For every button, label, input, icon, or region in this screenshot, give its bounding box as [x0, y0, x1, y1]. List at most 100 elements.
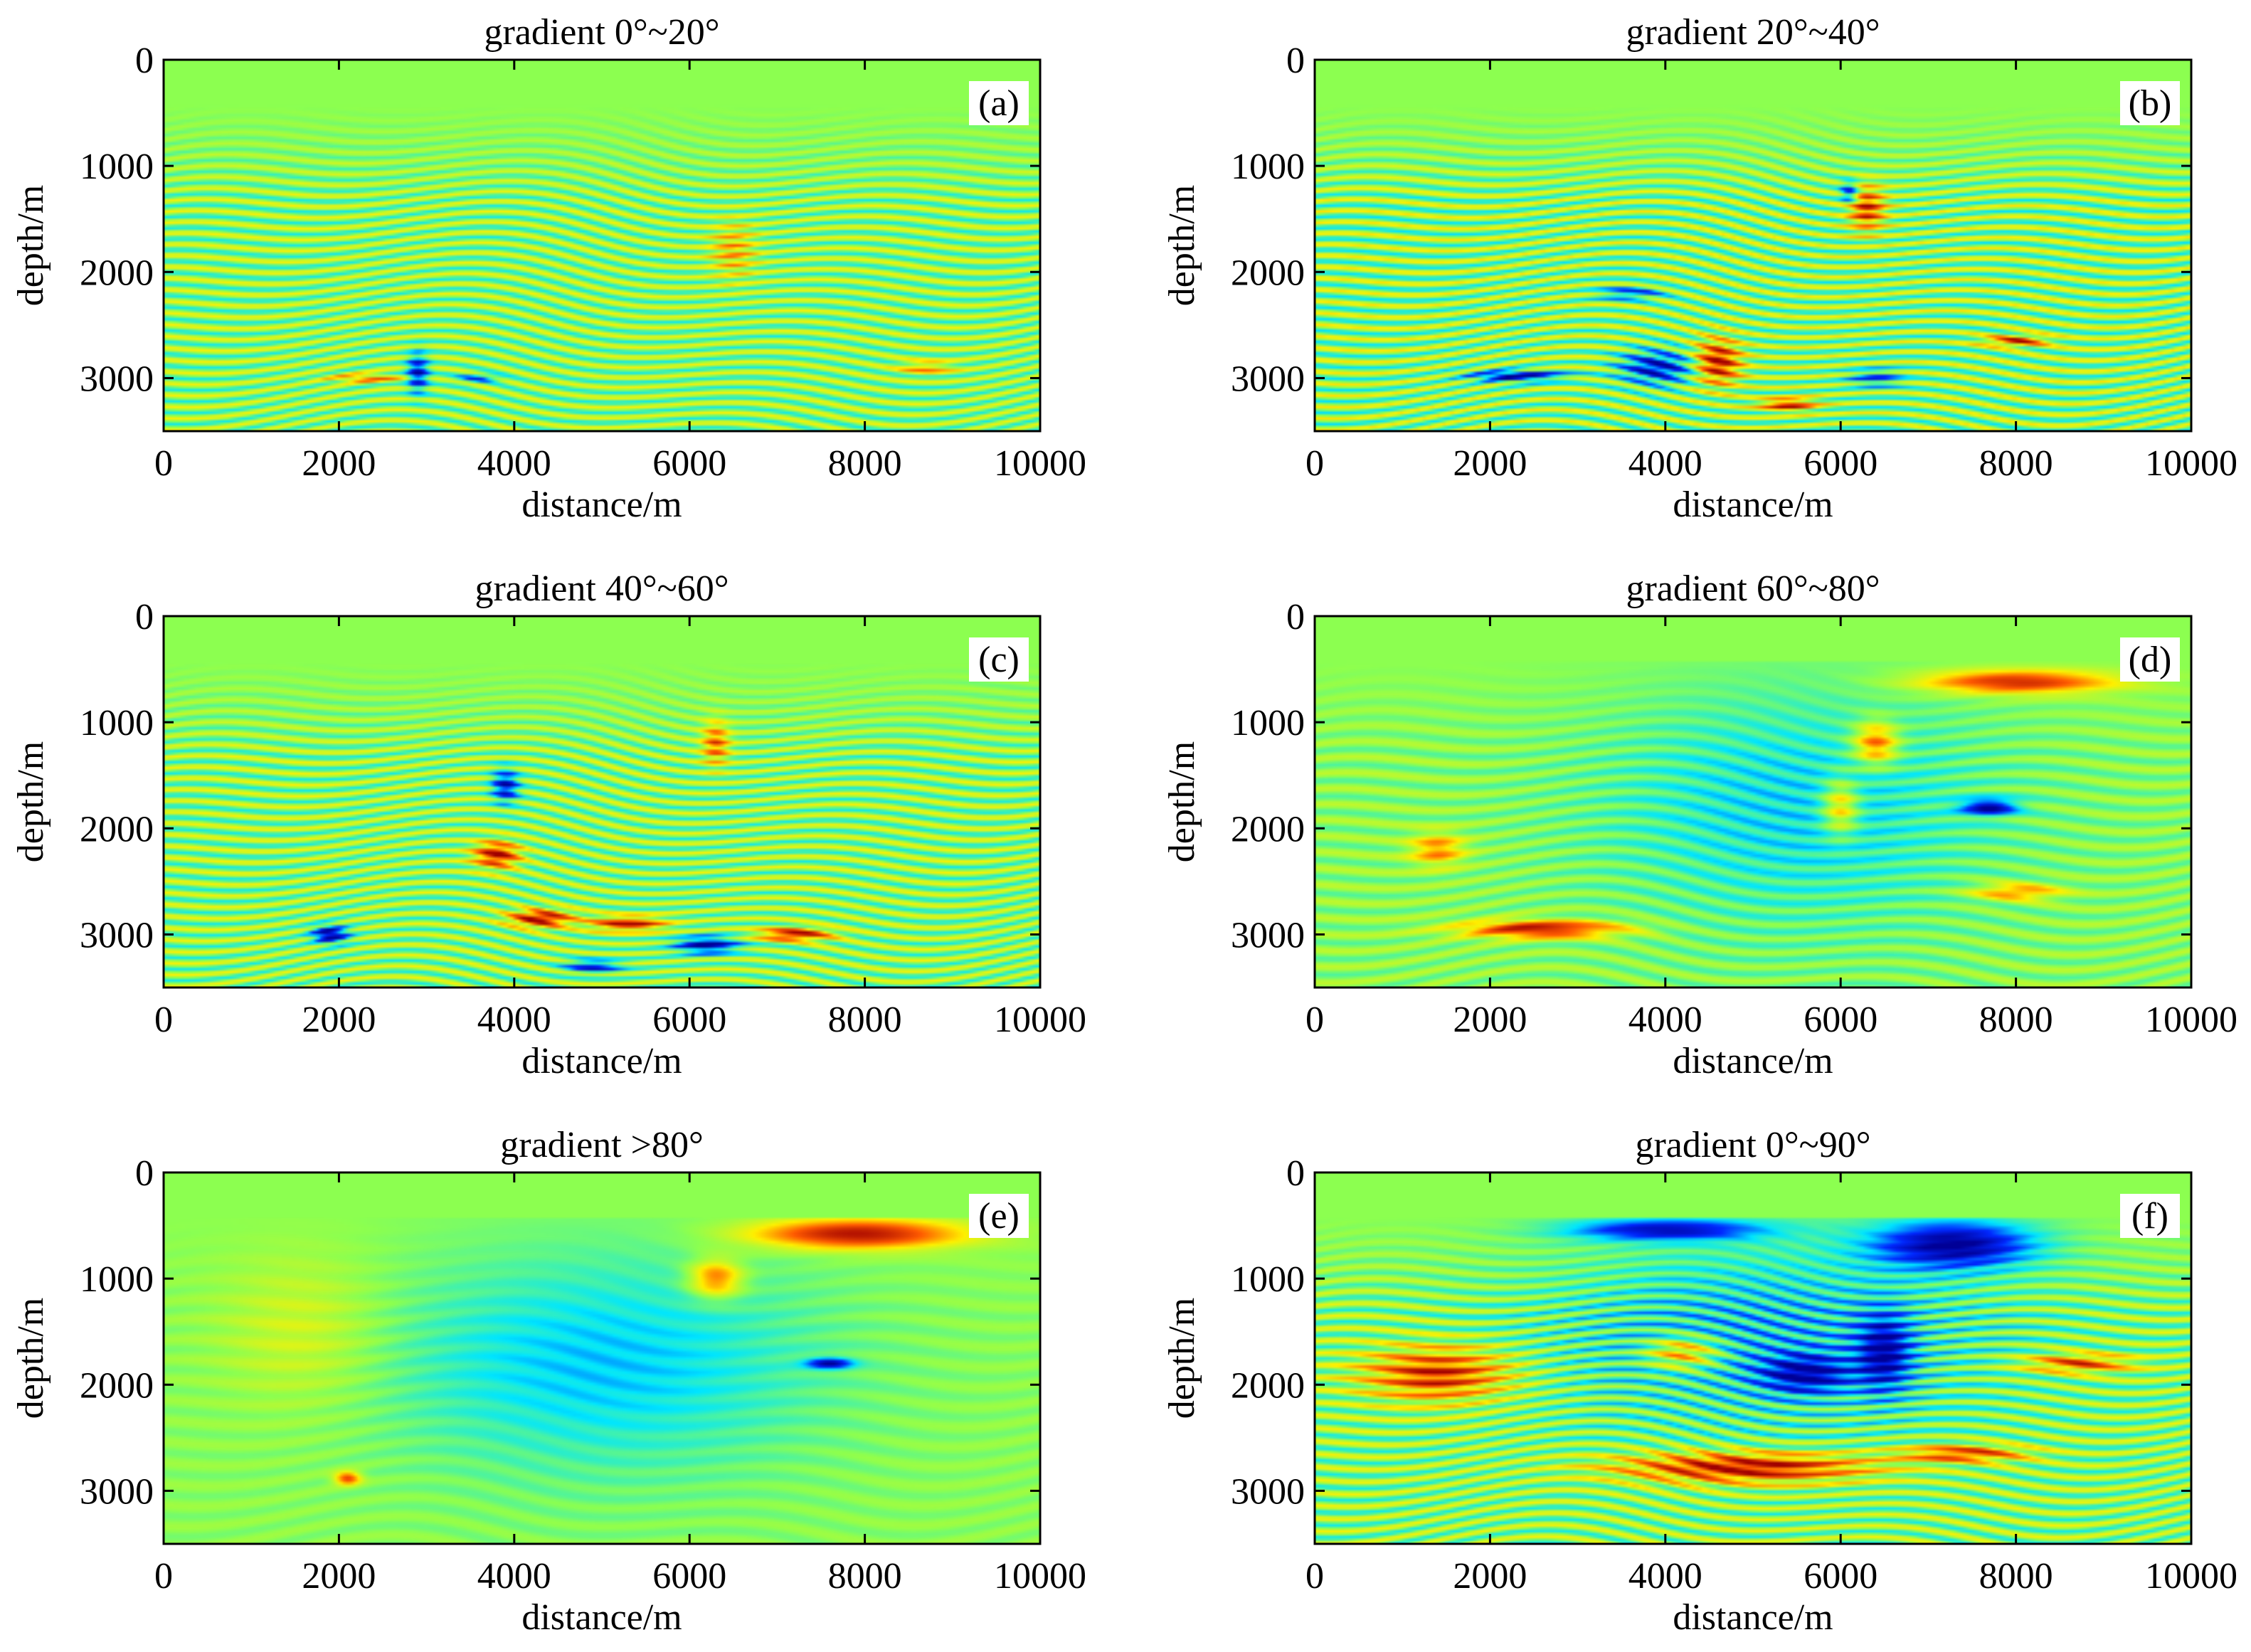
y-tick-label: 2000 [80, 253, 154, 293]
y-tick-label: 2000 [1231, 253, 1305, 293]
panel-title: gradient 60°~80° [1626, 568, 1880, 609]
x-tick-label: 4000 [1628, 443, 1702, 484]
y-tick-label: 2000 [80, 809, 154, 849]
panel-c: gradient 40°~60° (c) 0 2000 4000 6000 8000 1000… [11, 568, 1086, 1081]
plot-frame [1313, 1171, 2193, 1545]
x-tick-label: 6000 [652, 1000, 726, 1040]
y-axis-label: depth/m [11, 741, 51, 862]
y-tick-label: 1000 [1231, 703, 1305, 743]
panel-title: gradient 0°~20° [484, 12, 719, 53]
x-tick-label: 0 [1305, 1000, 1324, 1040]
y-tick-label: 3000 [80, 359, 154, 399]
y-tick-label: 3000 [1231, 1471, 1305, 1512]
panel-label: (b) [2120, 81, 2180, 125]
x-tick-label: 2000 [302, 1000, 376, 1040]
x-tick-label: 8000 [1979, 1556, 2053, 1597]
heatmap-image [164, 60, 1040, 431]
x-axis-label: distance/m [1673, 485, 1833, 525]
y-tick-label: 1000 [80, 147, 154, 187]
heatmap-image [1315, 1172, 2191, 1544]
x-tick-label: 6000 [652, 1556, 726, 1597]
x-tick-label: 6000 [1804, 1000, 1877, 1040]
panel-title: gradient 40°~60° [475, 568, 729, 609]
panel-title: gradient 0°~90° [1635, 1125, 1870, 1165]
x-axis-label: distance/m [1673, 1041, 1833, 1081]
y-tick-label: 3000 [80, 915, 154, 955]
panel-label-box [969, 637, 1029, 682]
x-tick-label: 0 [154, 443, 173, 484]
panel-label-text: (d) [2129, 640, 2172, 680]
y-tick-label: 3000 [1231, 915, 1305, 955]
panel-b: gradient 20°~40° (b) 0 2000 4000 6000 8000 1000… [1162, 12, 2237, 525]
x-tick-label: 0 [154, 1556, 173, 1597]
panel-label: (a) [969, 81, 1029, 125]
plot-frame [1313, 615, 2193, 989]
x-tick-label: 10000 [994, 1556, 1086, 1597]
y-tick-label: 0 [1286, 1153, 1305, 1194]
panel-label: (c) [969, 637, 1029, 682]
panel-label: (f) [2120, 1194, 2180, 1238]
y-tick-label: 3000 [80, 1471, 154, 1512]
y-tick-label: 1000 [1231, 1259, 1305, 1300]
y-tick-label: 0 [135, 597, 154, 637]
panel-label: (e) [969, 1194, 1029, 1238]
panel-label-text: (e) [978, 1196, 1019, 1237]
panel-label-text: (f) [2131, 1196, 2168, 1237]
plot-frame [1313, 58, 2193, 433]
x-tick-label: 10000 [2145, 1556, 2237, 1597]
panel-label-text: (a) [978, 83, 1019, 124]
x-tick-label: 8000 [828, 1000, 902, 1040]
x-tick-label: 0 [1305, 443, 1324, 484]
x-tick-label: 6000 [652, 443, 726, 484]
y-axis-label: depth/m [11, 185, 51, 306]
panel-label-box [969, 1194, 1029, 1238]
heatmap-image [1315, 616, 2191, 988]
x-tick-label: 8000 [1979, 443, 2053, 484]
y-tick-label: 1000 [80, 703, 154, 743]
panel-a: gradient 0°~20°(a)0 2000 4000 6000 8000 10000… [11, 12, 1086, 525]
x-tick-label: 4000 [477, 1556, 551, 1597]
x-tick-label: 6000 [1804, 1556, 1877, 1597]
plot-frame [162, 615, 1042, 989]
x-tick-label: 8000 [828, 443, 902, 484]
panel-label-box [2120, 637, 2180, 682]
y-axis-label: depth/m [11, 1298, 51, 1419]
y-tick-label: 0 [135, 41, 154, 81]
x-tick-label: 0 [1305, 1556, 1324, 1597]
panel-label: (d) [2120, 637, 2180, 682]
y-axis-label: depth/m [1162, 741, 1202, 862]
x-axis-label: distance/m [521, 1597, 682, 1638]
y-tick-label: 0 [1286, 597, 1305, 637]
x-axis-label: distance/m [1673, 1597, 1833, 1638]
x-tick-label: 10000 [994, 443, 1086, 484]
y-tick-label: 0 [1286, 41, 1305, 81]
panel-title: gradient 20°~40° [1626, 12, 1880, 53]
x-tick-label: 2000 [302, 443, 376, 484]
panel-label-box [2120, 1194, 2180, 1238]
x-tick-label: 2000 [1453, 1556, 1527, 1597]
y-tick-label: 2000 [1231, 809, 1305, 849]
x-tick-label: 10000 [2145, 1000, 2237, 1040]
y-tick-label: 0 [135, 1153, 154, 1194]
y-tick-label: 1000 [1231, 147, 1305, 187]
plot-frame [162, 58, 1042, 433]
panel-label-box [2120, 81, 2180, 125]
panel-e: gradient >80° (e) 0 2000 4000 6000 8000 10000 0 1… [11, 1125, 1086, 1638]
x-tick-label: 2000 [1453, 1000, 1527, 1040]
x-tick-label: 10000 [994, 1000, 1086, 1040]
y-axis-label: depth/m [1162, 185, 1202, 306]
x-tick-label: 0 [154, 1000, 173, 1040]
heatmap-image [164, 1172, 1040, 1544]
x-tick-label: 4000 [1628, 1556, 1702, 1597]
plot-frame [162, 1171, 1042, 1545]
x-tick-label: 4000 [477, 443, 551, 484]
panel-label-box [969, 81, 1029, 125]
x-axis-label: distance/m [521, 1041, 682, 1081]
x-tick-label: 2000 [1453, 443, 1527, 484]
y-axis-label: depth/m [1162, 1298, 1202, 1419]
x-tick-label: 4000 [1628, 1000, 1702, 1040]
panel-f: gradient 0°~90°(f)0 2000 4000 6000 8000 10000… [1162, 1125, 2237, 1638]
panel-title: gradient >80° [500, 1125, 704, 1165]
panel-d: gradient 60°~80° (d) 0 2000 4000 6000 8000 1000… [1162, 568, 2237, 1081]
x-tick-label: 8000 [1979, 1000, 2053, 1040]
